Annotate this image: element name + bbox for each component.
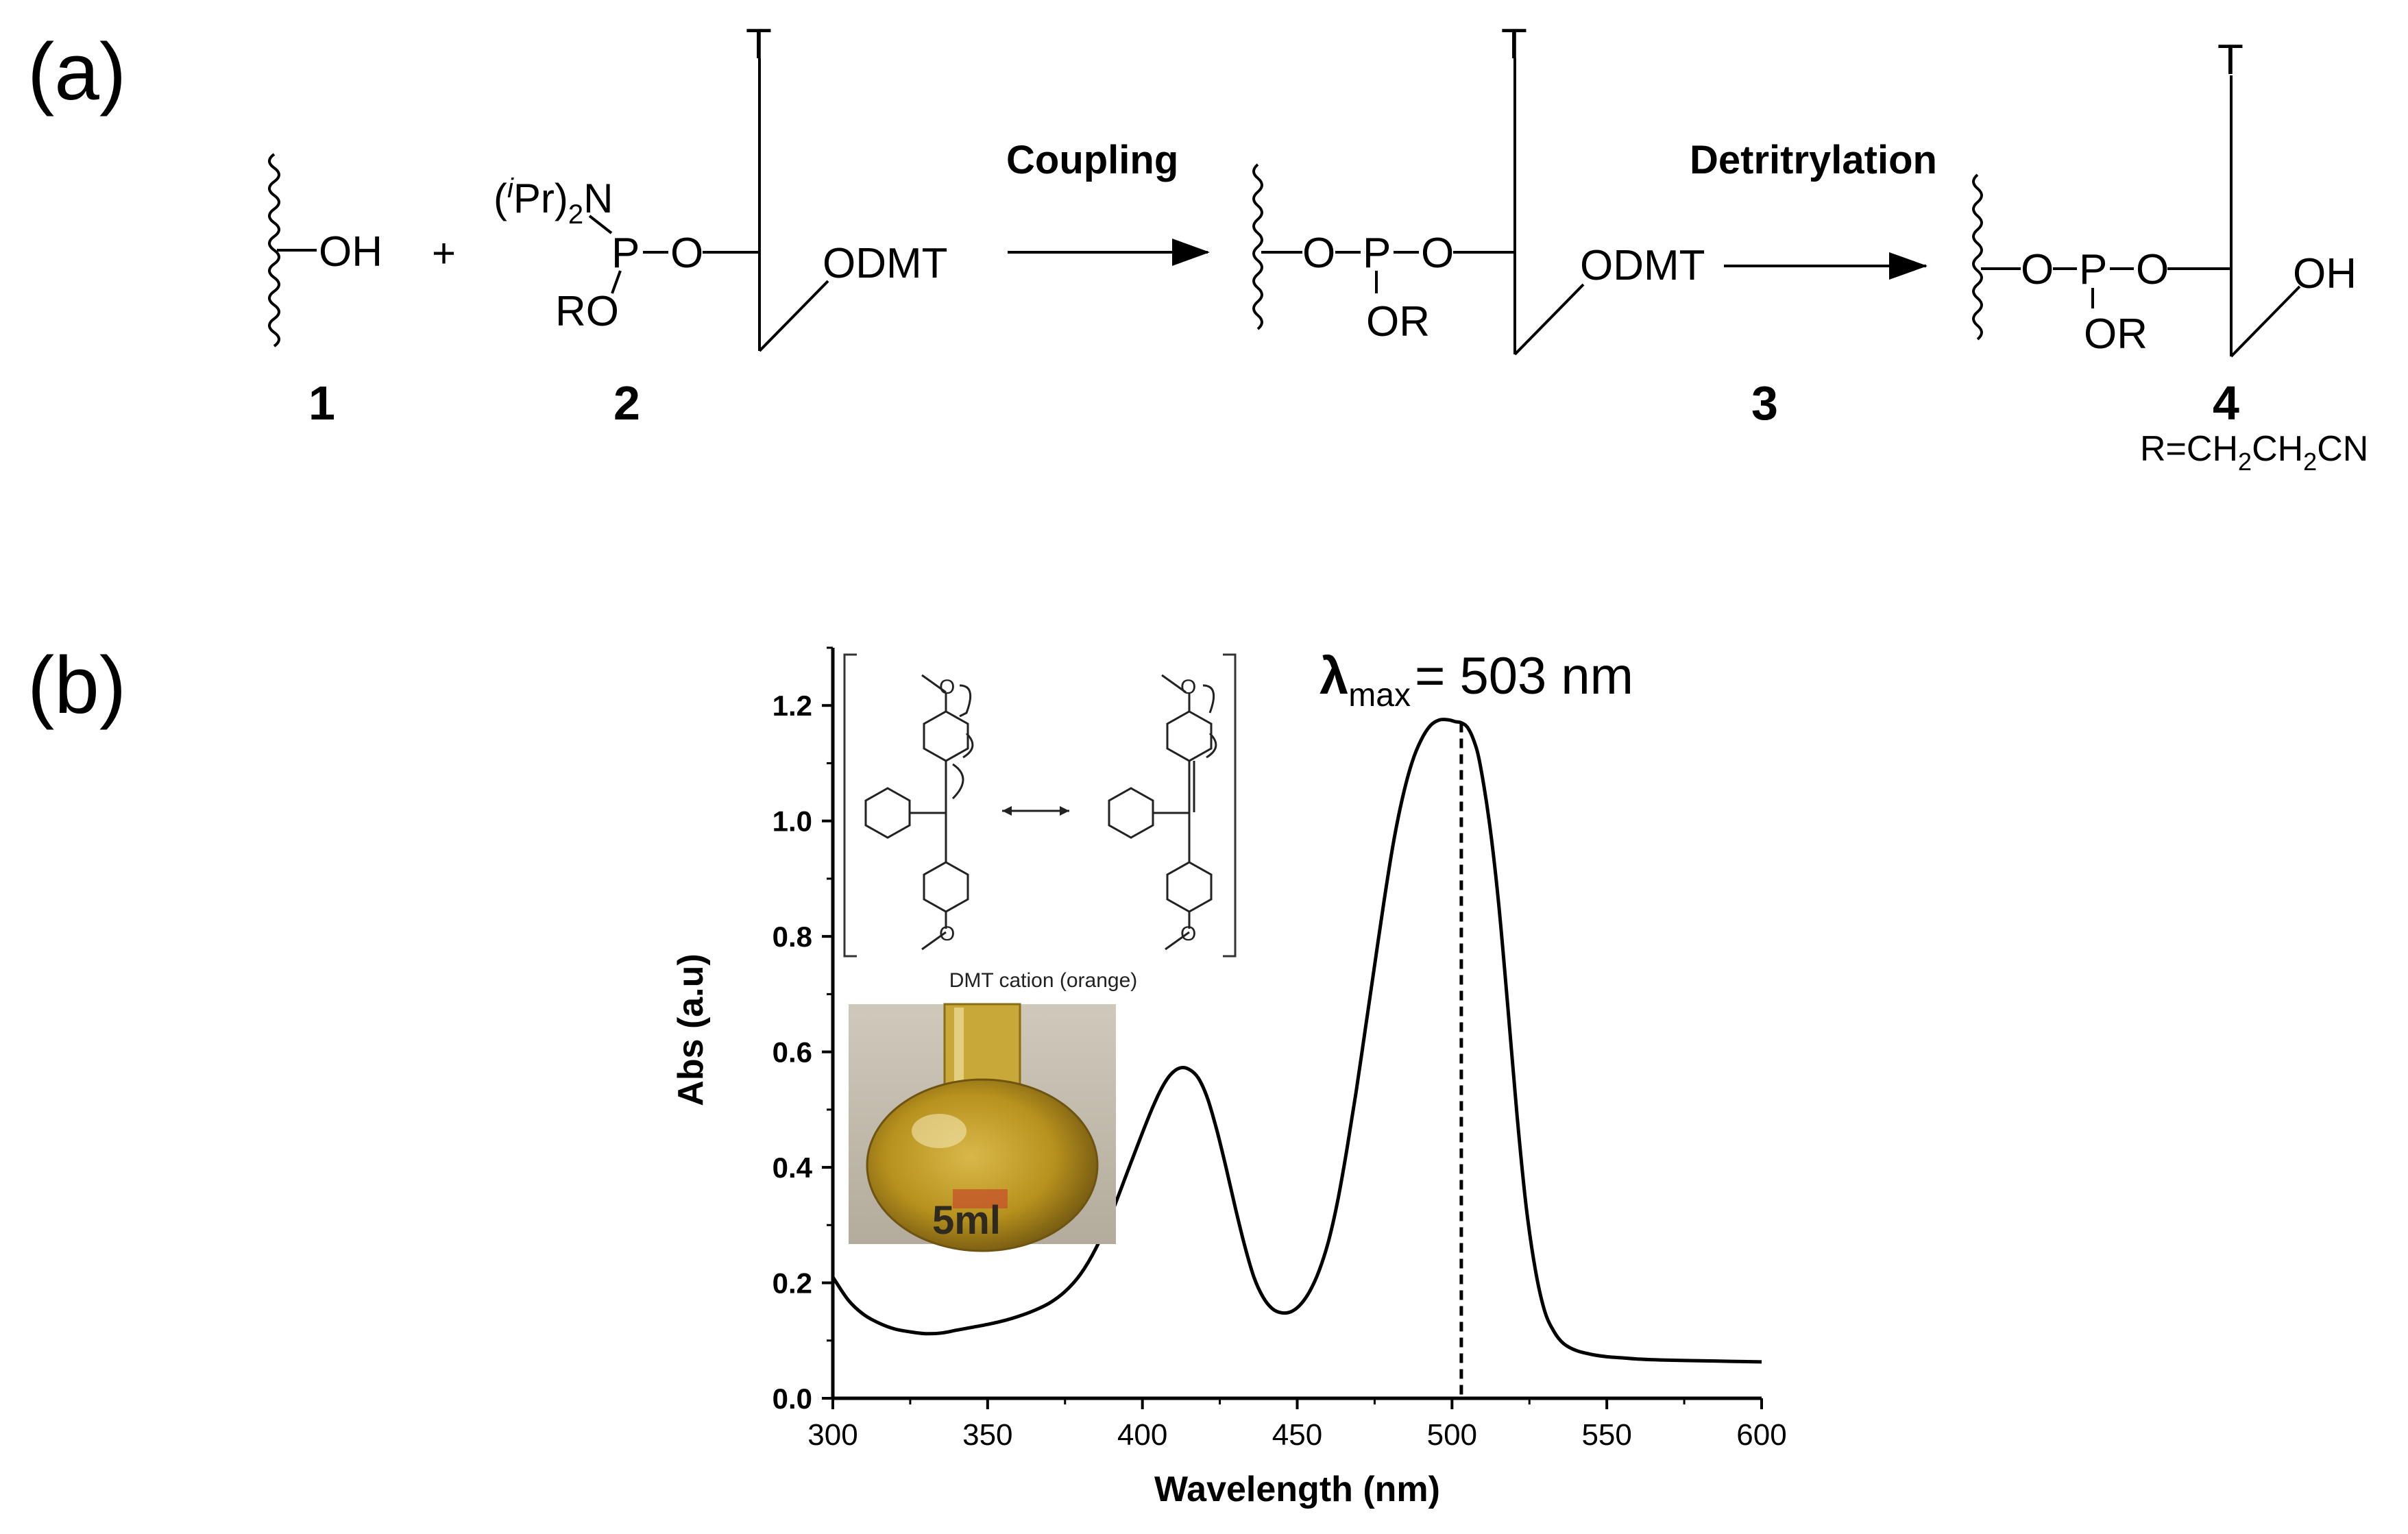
y-tick-label: 0.4	[773, 1152, 813, 1184]
series-line-absorbance	[831, 718, 1762, 1364]
compound-number-3: 3	[1751, 376, 1778, 430]
inset-caption: DMT cation (orange)	[949, 969, 1138, 992]
y-tick-label: 1.0	[773, 805, 812, 838]
y-tick-label: 0.2	[773, 1267, 812, 1300]
flask-volume-text: 5ml	[932, 1198, 1001, 1243]
x-tick-label: 550	[1581, 1418, 1631, 1452]
oxygen-left-label-3: O	[1302, 230, 1335, 277]
compound-number-1: 1	[308, 376, 335, 430]
sugar-diagonal-3	[1513, 283, 1585, 356]
amidite-group-label: (iPr)2N	[494, 173, 613, 230]
sugar-diagonal-2	[758, 280, 829, 352]
resonance-structure-right	[1108, 674, 1217, 951]
y-tick-label: 0.0	[773, 1383, 812, 1415]
panel-a: (a) OH + (iPr)2N P O RO T ODMT Coupling	[27, 21, 2368, 476]
dmt-cation-inset: O O O O DMT cati	[843, 653, 1237, 992]
support-wavy-line-3	[1252, 163, 1263, 330]
flask-photo: 5ml	[849, 1003, 1116, 1252]
y-tick-label: 1.2	[773, 690, 812, 722]
x-tick-label: 600	[1736, 1418, 1786, 1452]
phosphorus-label-3: P	[1363, 230, 1391, 277]
compound-4-structure: O P O OR T OH	[1972, 36, 2357, 358]
phosphorus-label-4: P	[2079, 246, 2107, 293]
lambda-max-annotation: λmax= 503 nm	[1319, 647, 1633, 714]
flask-neck-highlight	[954, 1008, 964, 1083]
oxygen-label-2: O	[670, 230, 703, 277]
ro-label-2: RO	[555, 288, 619, 335]
y-tick-label: 0.8	[773, 921, 812, 953]
step-detritrylation-label: Detritrylation	[1690, 138, 1937, 182]
thymine-label-3: T	[1501, 21, 1527, 68]
oxygen-top-left: O	[939, 676, 955, 698]
x-tick-label: 450	[1272, 1418, 1322, 1452]
oxygen-left-label-4: O	[2021, 246, 2054, 293]
oxygen-top-right: O	[1180, 676, 1196, 698]
x-tick-label: 300	[807, 1418, 858, 1452]
oxygen-bottom-right: O	[1180, 923, 1196, 945]
plus-sign: +	[432, 230, 456, 276]
resonance-arrowhead-right	[1060, 806, 1069, 816]
bracket-right	[1223, 653, 1237, 958]
or-label-4: OR	[2084, 311, 2148, 358]
support-wavy-line-4	[1972, 173, 1983, 341]
x-axis-title: Wavelength (nm)	[1154, 1470, 1440, 1509]
hydroxyl-label-1: OH	[319, 228, 382, 276]
r-group-definition: R=CH2CH2CN	[2140, 429, 2368, 476]
compound-2-structure: (iPr)2N P O RO T ODMT	[494, 21, 948, 352]
compound-3-structure: O P O OR T ODMT	[1252, 21, 1705, 356]
or-label-3: OR	[1366, 298, 1430, 345]
thymine-label-4: T	[2217, 36, 2243, 84]
hydroxyl-label-4: OH	[2293, 250, 2357, 297]
sugar-diagonal-4	[2230, 285, 2301, 358]
oxygen-right-label-4: O	[2136, 246, 2169, 293]
compound-1-structure: OH	[268, 153, 382, 348]
bracket-left	[843, 653, 857, 958]
absorbance-chart: 300 350 400 450 500 550 600 0.0 0.2 0.4 0.6 0.8 1.0…	[671, 646, 1787, 1509]
bond-n-p	[588, 215, 613, 234]
odmt-label-2: ODMT	[823, 240, 948, 287]
oxygen-right-label-3: O	[1421, 230, 1454, 277]
phosphorus-label-2: P	[611, 230, 640, 277]
flask-reflection	[912, 1114, 966, 1148]
support-wavy-line-1	[268, 153, 280, 348]
panel-a-label: (a)	[27, 27, 126, 117]
x-tick-label: 500	[1427, 1418, 1477, 1452]
coupling-arrowhead	[1172, 239, 1210, 266]
y-tick-group: 0.0 0.2 0.4 0.6 0.8 1.0 1.2	[773, 646, 833, 1415]
resonance-arrowhead-left	[1002, 806, 1012, 816]
x-tick-label: 400	[1117, 1418, 1167, 1452]
y-tick-label: 0.6	[773, 1036, 812, 1069]
detritrylation-arrowhead	[1889, 252, 1927, 280]
compound-number-4: 4	[2213, 376, 2239, 430]
thymine-label-2: T	[746, 21, 772, 68]
compound-number-2: 2	[613, 376, 640, 430]
odmt-label-3: ODMT	[1580, 242, 1705, 289]
resonance-structure-left	[864, 674, 974, 951]
flask-label-patch	[953, 1189, 1008, 1208]
x-tick-label: 350	[962, 1418, 1012, 1452]
oxygen-bottom-left: O	[939, 923, 955, 945]
y-axis-title: Abs (a.u)	[671, 953, 711, 1106]
panel-b: (b) 300 350 400 450 500 550 600 0.00.20.40.60.…	[27, 640, 1787, 1509]
panel-b-label: (b)	[27, 640, 126, 731]
bond-p-or-2	[611, 270, 622, 294]
x-tick-group: 300 350 400 450 500 550 600	[807, 1398, 1787, 1452]
step-coupling-label: Coupling	[1006, 138, 1178, 182]
